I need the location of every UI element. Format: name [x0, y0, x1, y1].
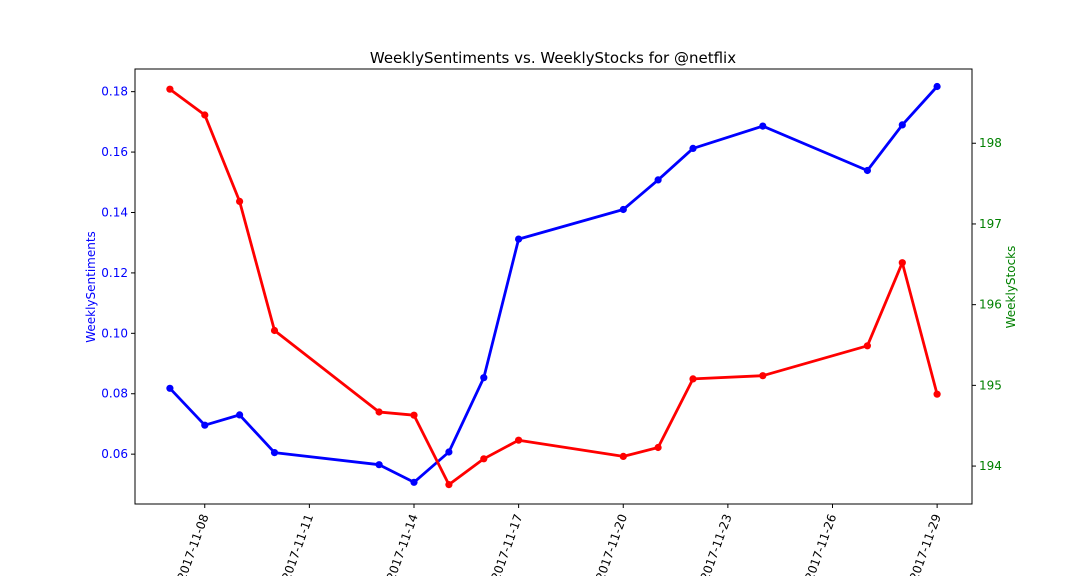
y-left-tick-label: 0.16 [101, 145, 128, 159]
y-left-tick-label: 0.18 [101, 85, 128, 99]
data-point-weeklystocks [445, 481, 453, 489]
series-line-weeklysentiments [168, 85, 939, 484]
y-left-tick-label: 0.06 [101, 447, 128, 461]
series-line-weeklystocks [169, 88, 939, 487]
data-point-weeklysentiments [445, 448, 453, 456]
data-point-weeklystocks [863, 342, 872, 350]
data-point-weeklystocks [236, 197, 244, 205]
plot-area [134, 68, 973, 505]
data-point-weeklysentiments [410, 478, 418, 486]
data-point-weeklystocks [654, 443, 662, 452]
data-point-weeklysentiments [201, 421, 209, 429]
data-point-weeklystocks [619, 452, 627, 460]
data-point-weeklystocks [689, 375, 697, 383]
data-point-weeklystocks [201, 111, 209, 119]
data-point-weeklysentiments [689, 144, 697, 152]
data-point-weeklystocks [898, 259, 906, 267]
data-point-weeklystocks [166, 85, 174, 93]
y-axis-right-label: WeeklyStocks [1004, 246, 1018, 329]
y-left-tick-label: 0.12 [101, 266, 128, 280]
data-point-weeklystocks [410, 411, 418, 419]
data-point-weeklysentiments [654, 176, 662, 184]
y-right-tick-label: 194 [979, 459, 1002, 473]
data-point-weeklysentiments [480, 374, 488, 382]
y-right-tick-label: 196 [979, 298, 1002, 312]
data-point-weeklystocks [480, 455, 488, 463]
y-right-tick-label: 195 [979, 378, 1002, 392]
data-point-weeklystocks [375, 408, 383, 416]
data-point-weeklysentiments [236, 411, 244, 419]
data-point-weeklysentiments [375, 461, 383, 469]
series-layer [166, 82, 941, 489]
y-axis-right: 194 195 196 197 198 [972, 136, 1002, 473]
y-axis-left: 0.06 0.08 0.10 0.12 0.14 0.16 0.18 [101, 85, 135, 461]
data-point-weeklystocks [933, 390, 941, 398]
data-point-weeklysentiments [270, 449, 279, 457]
data-point-weeklystocks [515, 436, 523, 444]
data-point-weeklystocks [270, 326, 279, 335]
chart-title: WeeklySentiments vs. WeeklyStocks for @n… [370, 49, 736, 67]
data-point-weeklysentiments [898, 121, 906, 129]
y-left-tick-label: 0.14 [101, 205, 128, 219]
data-point-weeklysentiments [933, 82, 941, 91]
y-right-tick-label: 198 [979, 136, 1002, 150]
data-point-weeklysentiments [166, 384, 174, 392]
y-left-tick-label: 0.08 [101, 387, 128, 401]
data-point-weeklysentiments [515, 235, 523, 243]
y-left-tick-label: 0.10 [101, 326, 128, 340]
data-point-weeklystocks [759, 372, 767, 380]
data-point-weeklysentiments [619, 205, 627, 214]
data-point-weeklysentiments [863, 166, 872, 175]
y-right-tick-label: 197 [979, 217, 1002, 231]
y-axis-left-label: WeeklySentiments [84, 231, 98, 343]
data-point-weeklysentiments [759, 122, 767, 130]
